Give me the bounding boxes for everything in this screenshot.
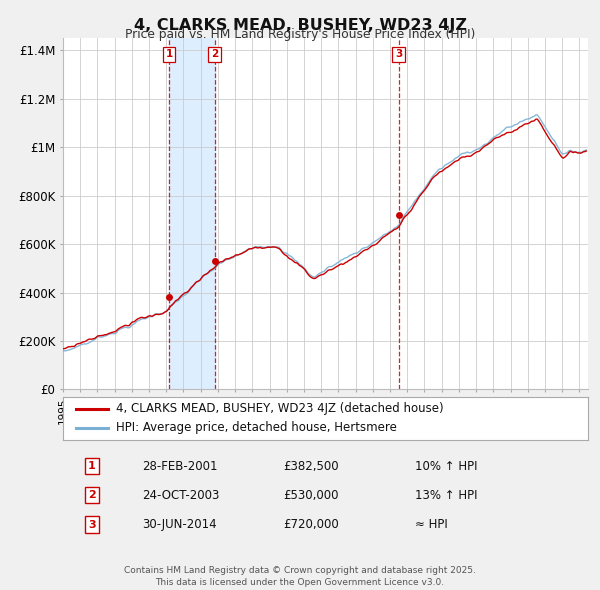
Text: 4, CLARKS MEAD, BUSHEY, WD23 4JZ (detached house): 4, CLARKS MEAD, BUSHEY, WD23 4JZ (detach… [115,402,443,415]
Text: 2: 2 [88,490,96,500]
Text: 4, CLARKS MEAD, BUSHEY, WD23 4JZ: 4, CLARKS MEAD, BUSHEY, WD23 4JZ [133,18,467,32]
Text: 3: 3 [395,49,402,59]
Text: Price paid vs. HM Land Registry's House Price Index (HPI): Price paid vs. HM Land Registry's House … [125,28,475,41]
Text: 28-FEB-2001: 28-FEB-2001 [142,460,217,473]
Text: 10% ↑ HPI: 10% ↑ HPI [415,460,477,473]
Text: 24-OCT-2003: 24-OCT-2003 [142,489,219,502]
Text: HPI: Average price, detached house, Hertsmere: HPI: Average price, detached house, Hert… [115,421,397,434]
Text: Contains HM Land Registry data © Crown copyright and database right 2025.
This d: Contains HM Land Registry data © Crown c… [124,566,476,587]
Text: £720,000: £720,000 [284,518,339,531]
Text: 1: 1 [88,461,96,471]
Text: £382,500: £382,500 [284,460,339,473]
Text: ≈ HPI: ≈ HPI [415,518,448,531]
Text: 1: 1 [166,49,173,59]
Text: £530,000: £530,000 [284,489,339,502]
Text: 30-JUN-2014: 30-JUN-2014 [142,518,217,531]
Text: 13% ↑ HPI: 13% ↑ HPI [415,489,477,502]
Text: 2: 2 [211,49,218,59]
Text: 3: 3 [88,520,95,529]
Bar [169,38,215,389]
